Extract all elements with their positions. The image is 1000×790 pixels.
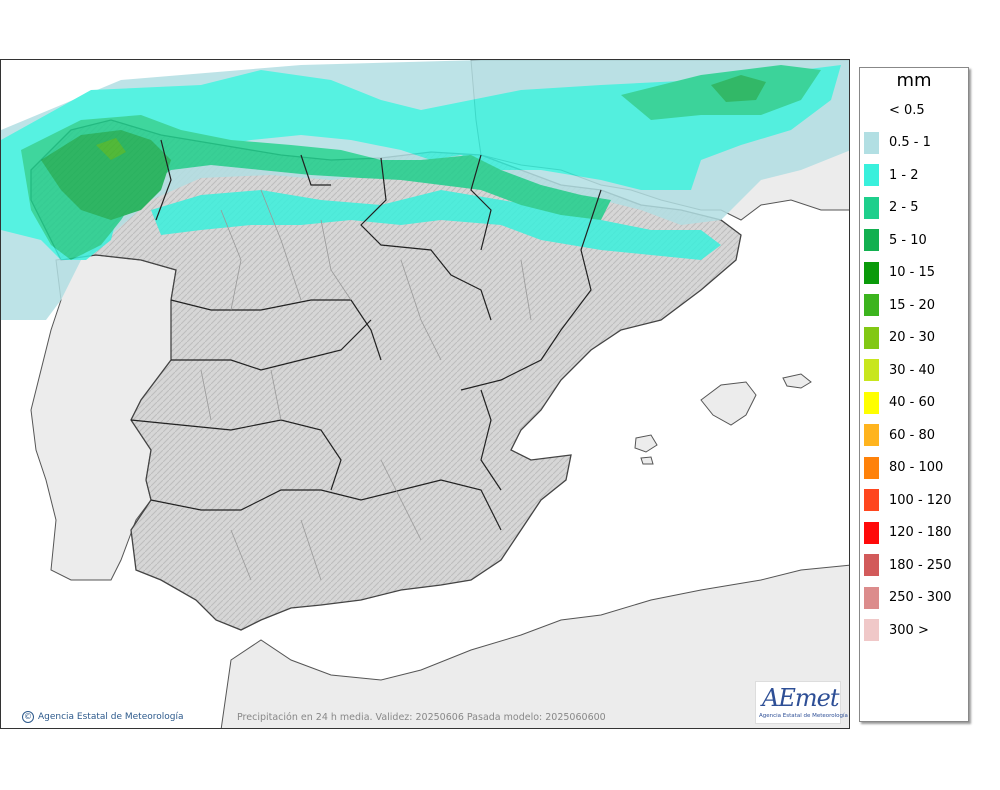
legend-label: 60 - 80 [889, 427, 936, 443]
legend-label: 250 - 300 [889, 590, 952, 605]
legend-item: 300 > [864, 619, 929, 641]
legend-swatch [864, 554, 879, 576]
legend-label: 100 - 120 [889, 492, 952, 508]
legend-label: 1 - 2 [889, 167, 919, 183]
logo-subtitle: Agencia Estatal de Meteorología [759, 713, 848, 719]
balearic-islands [634, 373, 812, 465]
legend-label: < 0.5 [889, 102, 925, 118]
legend-label: 180 - 250 [889, 557, 952, 573]
copyright-icon: © [22, 711, 34, 723]
map-caption: Precipitación en 24 h media. Validez: 20… [237, 712, 606, 723]
legend-swatch [864, 619, 879, 641]
legend-swatch [864, 294, 879, 316]
legend-swatch [864, 359, 879, 381]
agency-credit: © Agencia Estatal de Meteorología [22, 711, 184, 723]
legend-item: 180 - 250 [864, 554, 952, 576]
legend-item: 250 - 300 [864, 586, 952, 609]
legend-swatch [864, 164, 879, 186]
legend-swatch [864, 424, 879, 446]
map-frame [0, 59, 850, 729]
legend-swatch [864, 456, 879, 479]
aemet-logo: AEmet Agencia Estatal de Meteorología [755, 681, 848, 724]
legend-label: 80 - 100 [889, 460, 944, 475]
legend-swatch [864, 196, 879, 219]
legend-swatch [864, 261, 879, 284]
logo-text: AEmet [762, 684, 839, 712]
legend-swatch [864, 521, 879, 544]
legend-item: < 0.5 [864, 99, 925, 121]
legend-swatch [864, 229, 879, 251]
legend-item: 60 - 80 [864, 424, 935, 446]
legend-swatch [864, 131, 879, 154]
legend-swatch [864, 586, 879, 609]
africa-land [220, 564, 849, 728]
legend-swatch [864, 391, 879, 414]
legend-item: 0.5 - 1 [864, 131, 931, 154]
legend-item: 20 - 30 [864, 326, 936, 349]
legend-label: 40 - 60 [889, 395, 936, 410]
legend-swatch [864, 489, 879, 511]
legend-label: 0.5 - 1 [889, 135, 931, 150]
legend-item: 5 - 10 [864, 229, 927, 251]
legend-item: 15 - 20 [864, 294, 935, 316]
precipitation-map [1, 60, 849, 728]
legend-panel: mm < 0.5 0.5 - 1 1 - 2 2 - 5 5 - 10 10 - 15 15… [859, 67, 969, 722]
legend-swatch [864, 99, 879, 121]
legend-item: 30 - 40 [864, 359, 935, 381]
precipitation-overlay [1, 60, 849, 320]
legend-item: 40 - 60 [864, 391, 936, 414]
legend-label: 300 > [889, 622, 929, 638]
legend-label: 20 - 30 [889, 330, 936, 345]
legend-item: 100 - 120 [864, 489, 952, 511]
legend-item: 80 - 100 [864, 456, 944, 479]
legend-label: 10 - 15 [889, 265, 936, 280]
legend-label: 15 - 20 [889, 297, 936, 313]
legend-item: 10 - 15 [864, 261, 936, 284]
legend-label: 5 - 10 [889, 232, 927, 248]
province-borders [200, 189, 532, 581]
credit-text: Agencia Estatal de Meteorología [38, 712, 184, 722]
legend-label: 120 - 180 [889, 525, 952, 540]
legend-item: 2 - 5 [864, 196, 919, 219]
legend-unit: mm [896, 70, 932, 91]
legend-swatch [864, 326, 879, 349]
legend-label: 30 - 40 [889, 362, 936, 378]
legend-item: 1 - 2 [864, 164, 919, 186]
legend-label: 2 - 5 [889, 200, 919, 215]
legend-item: 120 - 180 [864, 521, 952, 544]
